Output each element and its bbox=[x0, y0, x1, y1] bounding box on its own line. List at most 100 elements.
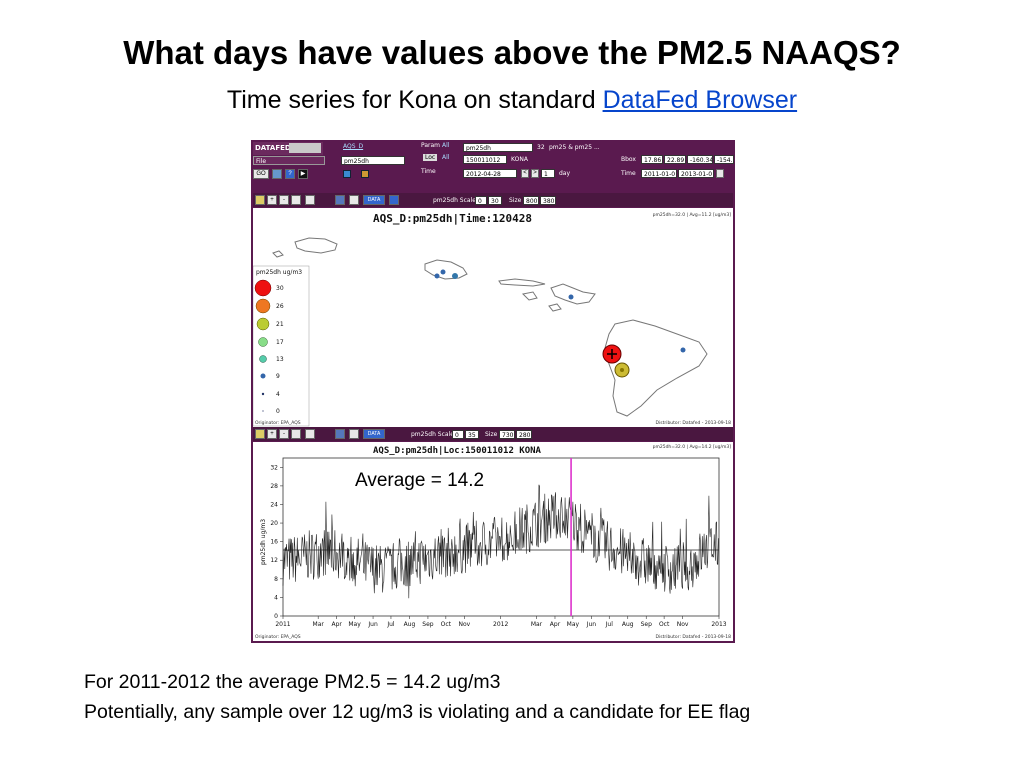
time-value-field[interactable]: 2012-04-28 bbox=[463, 169, 517, 178]
grid-icon[interactable] bbox=[343, 170, 351, 178]
ts-scale-min[interactable]: 0 bbox=[452, 430, 464, 439]
map-data-button[interactable]: DATA bbox=[363, 195, 385, 205]
subtitle-text: Time series for Kona on standard bbox=[226, 86, 603, 114]
ts-size-h[interactable]: 280 bbox=[516, 430, 532, 439]
legend-label-13: 13 bbox=[276, 356, 284, 363]
map-pan-icon[interactable] bbox=[305, 195, 315, 205]
time-range-label: Time bbox=[621, 170, 636, 177]
y-tick-label: 24 bbox=[270, 501, 278, 508]
map-zoom-box-icon[interactable] bbox=[291, 195, 301, 205]
legend-swatch-30 bbox=[254, 279, 272, 297]
time-back-button[interactable]: < bbox=[521, 169, 529, 178]
map-scale-min[interactable]: 0 bbox=[475, 196, 487, 205]
x-tick-label: Oct bbox=[659, 621, 670, 628]
site-marker-oahu-3[interactable] bbox=[452, 273, 458, 279]
slide-subtitle: Time series for Kona on standard DataFed… bbox=[0, 86, 1024, 115]
site-marker-oahu-1[interactable] bbox=[434, 273, 440, 279]
x-tick-label: Apr bbox=[331, 621, 342, 628]
loc-label: Loc bbox=[423, 154, 438, 161]
maui-island bbox=[550, 283, 596, 305]
map-scale-label: pm25dh Scale bbox=[433, 197, 476, 204]
param-count: 32 bbox=[537, 144, 545, 151]
map-title: AQS_D:pm25dh|Time:120428 bbox=[373, 212, 532, 225]
legend-swatch-9 bbox=[260, 373, 266, 379]
map-scale-max[interactable]: 30 bbox=[488, 196, 502, 205]
ts-layers-icon[interactable] bbox=[349, 429, 359, 439]
map-zoom-out-icon[interactable]: - bbox=[279, 195, 289, 205]
time-range-picker[interactable] bbox=[716, 169, 724, 178]
bbox-field-4[interactable]: -154. bbox=[714, 155, 734, 164]
time-start-field[interactable]: 2011-01-0 bbox=[641, 169, 677, 178]
param-all-link[interactable]: All bbox=[442, 142, 450, 149]
file-menu[interactable]: File bbox=[253, 156, 325, 165]
site-marker-oahu-2[interactable] bbox=[440, 269, 446, 275]
ts-zoom-out-icon[interactable]: - bbox=[279, 429, 289, 439]
x-tick-label: Aug bbox=[622, 621, 634, 628]
map-originator: Originator: EPA_AQS bbox=[255, 420, 301, 426]
logo-text: DATAFED bbox=[255, 144, 291, 152]
note-average: For 2011-2012 the average PM2.5 = 14.2 u… bbox=[84, 671, 501, 693]
bbox-field-1[interactable]: 17.86 bbox=[641, 155, 663, 164]
ts-ylabel: pm25dh ug/m3 bbox=[260, 519, 267, 565]
y-tick-label: 32 bbox=[270, 464, 278, 471]
ts-home-icon[interactable] bbox=[255, 429, 265, 439]
legend-swatch-26 bbox=[255, 298, 271, 314]
map-home-icon[interactable] bbox=[255, 195, 265, 205]
datafed-browser-window: DATAFED File GO ? ▶ AQS_D pm25dh Param A… bbox=[251, 140, 735, 643]
time-forward-button[interactable]: > bbox=[531, 169, 539, 178]
play-icon[interactable]: ▶ bbox=[298, 169, 308, 179]
map-settings-icon[interactable] bbox=[389, 195, 399, 205]
bbox-field-3[interactable]: -160.34 bbox=[687, 155, 713, 164]
oahu-island bbox=[424, 259, 468, 280]
x-tick-label: Apr bbox=[550, 621, 561, 628]
niihau-island bbox=[272, 250, 284, 258]
map-size-h[interactable]: 380 bbox=[540, 196, 556, 205]
param-select[interactable]: pm25dh bbox=[341, 156, 405, 165]
x-tick-label: Mar bbox=[313, 621, 325, 628]
logo-graphic bbox=[289, 143, 321, 153]
map-panel[interactable]: AQS_D:pm25dh|Time:120428 pm25dh=32.0 | A… bbox=[253, 208, 733, 428]
ts-scale-label: pm25dh Scale bbox=[411, 431, 454, 438]
ts-data-button[interactable]: DATA bbox=[363, 429, 385, 439]
map-svg: AQS_D:pm25dh|Time:120428 pm25dh=32.0 | A… bbox=[253, 212, 731, 427]
ts-zoom-in-icon[interactable]: + bbox=[267, 429, 277, 439]
legend-label-0: 0 bbox=[276, 408, 280, 415]
legend-swatch-21 bbox=[256, 317, 270, 331]
calendar-icon[interactable] bbox=[361, 170, 369, 178]
map-zoom-in-icon[interactable]: + bbox=[267, 195, 277, 205]
ts-pan-icon[interactable] bbox=[305, 429, 315, 439]
datafed-browser-link[interactable]: DataFed Browser bbox=[602, 86, 798, 114]
y-tick-label: 8 bbox=[274, 576, 278, 583]
ts-zoom-box-icon[interactable] bbox=[291, 429, 301, 439]
map-grid-icon[interactable] bbox=[335, 195, 345, 205]
map-size-w[interactable]: 800 bbox=[523, 196, 539, 205]
site-marker-maui[interactable] bbox=[568, 294, 574, 300]
site-marker-hilo[interactable] bbox=[680, 347, 686, 353]
ts-chart-svg: AQS_D:pm25dh|Loc:150011012 KONA pm25dh=3… bbox=[255, 444, 731, 640]
param-value-field[interactable]: pm25dh bbox=[463, 143, 533, 152]
ts-title: AQS_D:pm25dh|Loc:150011012 KONA bbox=[373, 446, 542, 456]
map-layers-icon[interactable] bbox=[349, 195, 359, 205]
y-tick-label: 4 bbox=[274, 594, 278, 601]
ts-size-w[interactable]: 730 bbox=[499, 430, 515, 439]
x-tick-label: Sep bbox=[422, 621, 434, 628]
x-tick-label: Nov bbox=[458, 621, 470, 628]
go-button[interactable]: GO bbox=[253, 169, 269, 179]
site-marker-ocean-view-inner bbox=[620, 368, 624, 372]
ts-grid-icon[interactable] bbox=[335, 429, 345, 439]
help-icon[interactable]: ? bbox=[285, 169, 295, 179]
ts-scale-max[interactable]: 35 bbox=[465, 430, 479, 439]
dataset-link[interactable]: AQS_D bbox=[343, 143, 364, 150]
time-step-field[interactable]: 1 bbox=[541, 169, 555, 178]
ts-panel[interactable]: AQS_D:pm25dh|Loc:150011012 KONA pm25dh=3… bbox=[253, 442, 733, 641]
legend-label-26: 26 bbox=[276, 303, 284, 310]
layers-icon[interactable] bbox=[272, 169, 282, 179]
legend-swatch-0 bbox=[262, 410, 264, 412]
loc-value-field[interactable]: 150011012 bbox=[463, 155, 507, 164]
loc-all-link[interactable]: All bbox=[442, 154, 450, 161]
time-end-field[interactable]: 2013-01-0 bbox=[678, 169, 714, 178]
x-tick-label: May bbox=[567, 621, 580, 628]
x-tick-label: 2012 bbox=[493, 621, 508, 628]
bbox-field-2[interactable]: 22.89 bbox=[664, 155, 686, 164]
legend-label-21: 21 bbox=[276, 321, 284, 328]
